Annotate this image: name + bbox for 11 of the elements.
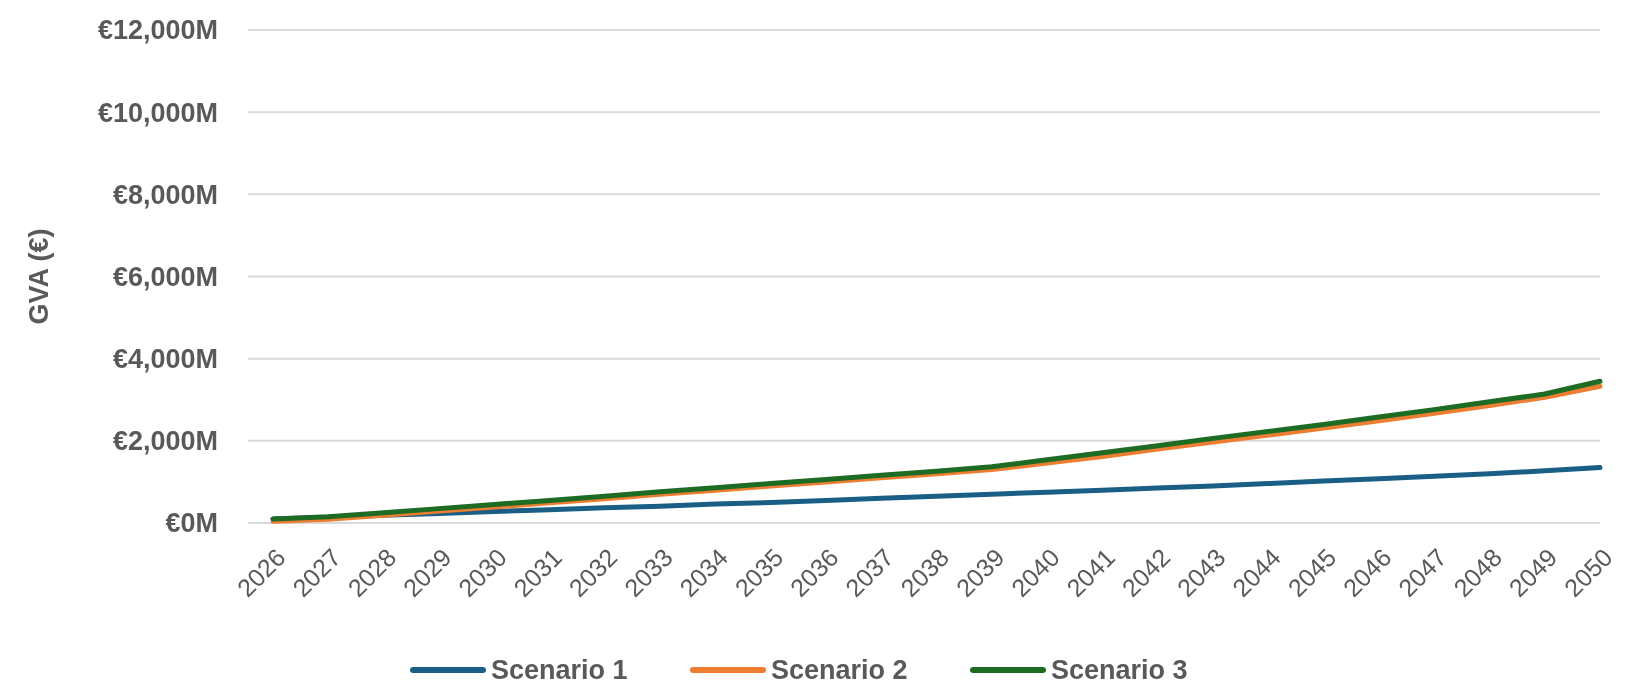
y-tick-label: €2,000M xyxy=(112,426,218,457)
y-tick-label: €6,000M xyxy=(112,261,218,292)
y-tick-label: €4,000M xyxy=(112,344,218,375)
legend-label: Scenario 2 xyxy=(771,655,908,686)
legend-label: Scenario 1 xyxy=(491,655,628,686)
legend-label: Scenario 3 xyxy=(1051,655,1188,686)
y-tick-label: €8,000M xyxy=(112,179,218,210)
y-axis-title: GVA (€) xyxy=(24,228,54,325)
y-tick-label: €12,000M xyxy=(97,15,218,46)
y-tick-label: €0M xyxy=(165,508,218,539)
y-tick-label: €10,000M xyxy=(97,97,218,128)
